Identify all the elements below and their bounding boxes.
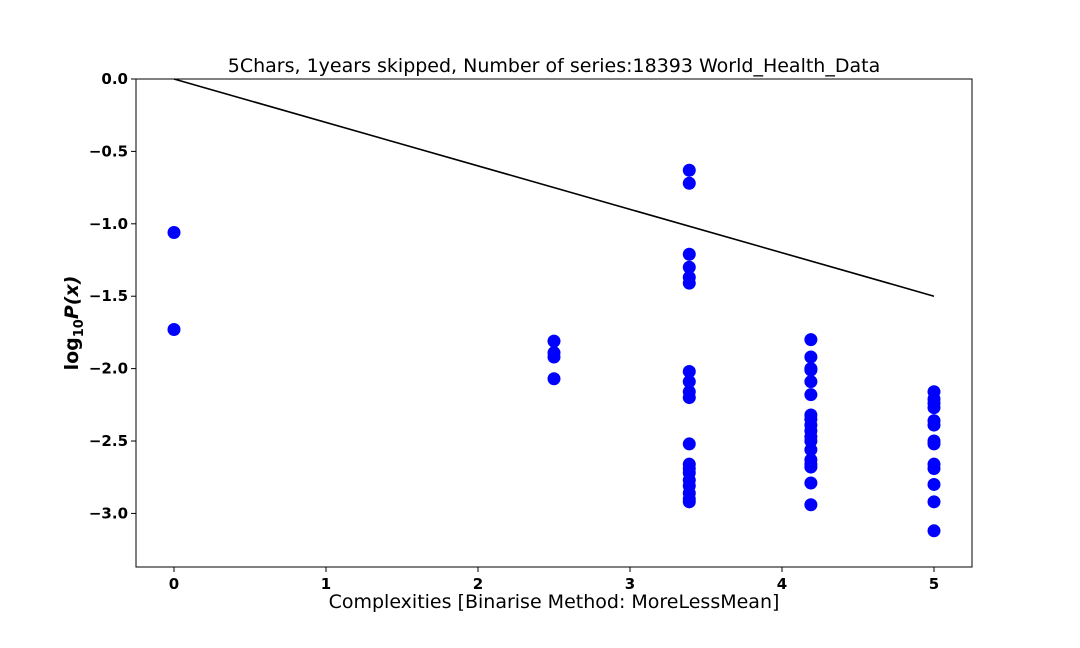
data-point bbox=[682, 260, 696, 274]
data-point bbox=[927, 524, 941, 538]
data-point bbox=[927, 437, 941, 451]
y-tick-label: −1.5 bbox=[89, 287, 128, 305]
data-point bbox=[804, 443, 818, 457]
plot-area bbox=[135, 78, 973, 568]
y-tick-label: −0.5 bbox=[89, 142, 128, 160]
reference-line-group bbox=[173, 78, 935, 297]
data-points bbox=[167, 163, 941, 538]
y-axis-label-rest: P(x) bbox=[61, 276, 83, 320]
x-axis: 0 1 2 3 4 5 bbox=[169, 567, 939, 593]
data-point bbox=[547, 350, 561, 364]
data-point bbox=[167, 225, 181, 239]
x-tick-label: 5 bbox=[929, 575, 939, 593]
data-point bbox=[547, 334, 561, 348]
data-point bbox=[682, 163, 696, 177]
data-point bbox=[804, 375, 818, 389]
y-axis: 0.0 −0.5 −1.0 −1.5 −2.0 −2.5 −3.0 bbox=[89, 70, 136, 522]
x-axis-label: Complexities [Binarise Method: MoreLessM… bbox=[329, 591, 780, 613]
x-tick-label: 3 bbox=[625, 575, 635, 593]
x-tick-label: 4 bbox=[777, 575, 787, 593]
y-axis-label: log10P(x) bbox=[61, 276, 87, 371]
data-point bbox=[547, 372, 561, 386]
y-tick-label: −2.0 bbox=[89, 360, 128, 378]
data-point bbox=[682, 437, 696, 451]
y-axis-label-base: log bbox=[61, 337, 83, 370]
data-point bbox=[682, 495, 696, 509]
data-point bbox=[927, 401, 941, 415]
data-point bbox=[804, 476, 818, 490]
data-point bbox=[804, 350, 818, 364]
x-tick-label: 2 bbox=[473, 575, 483, 593]
y-tick-label: −2.5 bbox=[89, 432, 128, 450]
data-point bbox=[682, 391, 696, 405]
x-tick-label: 0 bbox=[169, 575, 179, 593]
data-point bbox=[804, 498, 818, 512]
y-axis-label-subscript: 10 bbox=[72, 319, 87, 337]
data-point bbox=[804, 333, 818, 347]
x-tick-label: 1 bbox=[321, 575, 331, 593]
chart-title: 5Chars, 1years skipped, Number of series… bbox=[228, 55, 880, 77]
data-point bbox=[682, 276, 696, 290]
data-point bbox=[927, 462, 941, 476]
data-point bbox=[927, 495, 941, 509]
y-tick-label: −3.0 bbox=[89, 504, 128, 522]
data-point bbox=[804, 363, 818, 377]
data-point bbox=[682, 247, 696, 261]
y-tick-label: 0.0 bbox=[101, 70, 128, 88]
data-point bbox=[804, 388, 818, 402]
data-point bbox=[167, 323, 181, 337]
data-point bbox=[682, 375, 696, 389]
reference-line bbox=[173, 78, 935, 297]
data-point bbox=[682, 176, 696, 190]
data-point bbox=[927, 418, 941, 432]
data-point bbox=[927, 477, 941, 491]
data-point bbox=[682, 365, 696, 379]
data-point bbox=[804, 460, 818, 474]
y-tick-label: −1.0 bbox=[89, 215, 128, 233]
